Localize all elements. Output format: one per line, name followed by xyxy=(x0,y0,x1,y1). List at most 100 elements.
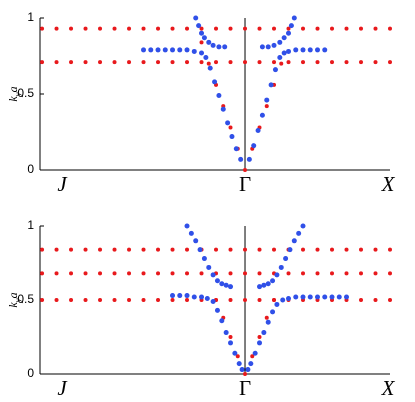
data-point xyxy=(274,272,280,278)
data-point xyxy=(272,298,277,302)
data-point xyxy=(54,247,59,252)
data-point xyxy=(156,247,161,252)
data-point xyxy=(212,79,218,85)
data-point xyxy=(177,47,183,53)
x-tick-label: J xyxy=(57,172,68,196)
x-tick-label: X xyxy=(381,172,396,196)
data-point xyxy=(223,330,229,336)
data-point xyxy=(228,284,234,290)
data-point xyxy=(274,301,280,307)
data-point xyxy=(322,294,328,300)
data-point xyxy=(223,282,229,288)
data-point xyxy=(259,112,265,118)
data-point xyxy=(112,60,117,65)
data-point xyxy=(83,298,88,302)
data-point xyxy=(199,40,204,45)
data-point xyxy=(204,296,210,302)
y-tick-label: 0 xyxy=(27,366,34,380)
x-tick-label: Γ xyxy=(239,172,251,196)
data-point xyxy=(185,271,190,276)
data-point xyxy=(141,47,147,53)
data-point xyxy=(330,271,335,276)
y-axis-label-part: a xyxy=(6,86,20,92)
data-point xyxy=(287,247,293,253)
data-point xyxy=(98,26,103,31)
x-tick-label: J xyxy=(57,376,68,400)
data-point xyxy=(162,47,168,53)
data-point xyxy=(270,278,276,284)
data-point xyxy=(329,294,335,300)
data-point xyxy=(156,26,161,31)
data-point xyxy=(222,44,228,50)
data-point xyxy=(40,247,45,252)
data-point xyxy=(225,120,231,126)
data-point xyxy=(315,271,320,276)
data-point xyxy=(248,361,254,367)
data-point xyxy=(219,281,225,287)
y-axis-label-part: a xyxy=(6,292,20,298)
data-point xyxy=(207,65,213,71)
y-tick-label: 0.5 xyxy=(17,86,34,100)
data-point xyxy=(265,281,271,287)
data-point xyxy=(300,294,306,300)
data-point xyxy=(277,39,283,45)
y-axis-label-part: y xyxy=(13,298,23,303)
data-point xyxy=(184,223,190,229)
y-axis-label-part: y xyxy=(13,92,23,97)
data-point xyxy=(301,60,306,65)
y-axis-label-part: k xyxy=(6,96,20,102)
data-point xyxy=(330,247,335,252)
data-point xyxy=(255,127,261,133)
data-point xyxy=(373,26,378,31)
data-point xyxy=(243,168,248,172)
data-point xyxy=(170,271,175,276)
data-point xyxy=(40,271,45,276)
data-point xyxy=(301,271,306,276)
data-point xyxy=(170,26,175,31)
data-point xyxy=(206,264,212,270)
data-point xyxy=(264,104,269,109)
data-point xyxy=(141,26,146,31)
data-point xyxy=(199,30,205,36)
data-point xyxy=(251,143,257,149)
data-point xyxy=(214,26,219,31)
data-point xyxy=(193,15,199,21)
data-point xyxy=(280,297,286,303)
data-point xyxy=(236,361,242,367)
data-point xyxy=(69,247,74,252)
data-point xyxy=(264,315,269,320)
data-point xyxy=(288,23,294,29)
data-point xyxy=(40,60,45,65)
data-point xyxy=(250,354,255,359)
data-point xyxy=(184,47,190,53)
data-point xyxy=(264,97,270,103)
data-point xyxy=(291,15,297,21)
data-point xyxy=(315,47,321,53)
data-point xyxy=(344,247,349,252)
data-point xyxy=(243,372,248,376)
data-point xyxy=(141,298,146,302)
data-point xyxy=(300,223,306,229)
data-point xyxy=(98,298,103,302)
data-point xyxy=(235,354,240,359)
data-point xyxy=(315,26,320,31)
data-point xyxy=(373,247,378,252)
data-point xyxy=(301,247,306,252)
data-point xyxy=(199,26,204,31)
data-point xyxy=(229,134,235,140)
data-point xyxy=(286,296,292,302)
data-point xyxy=(228,340,234,346)
data-point xyxy=(170,293,176,299)
data-point xyxy=(185,60,190,65)
data-point xyxy=(293,47,299,53)
data-point xyxy=(201,256,207,262)
data-point xyxy=(388,26,392,31)
data-point xyxy=(220,106,226,112)
data-point xyxy=(69,26,74,31)
data-point xyxy=(69,60,74,65)
data-point xyxy=(112,298,117,302)
data-point xyxy=(232,350,238,356)
data-point xyxy=(243,247,248,252)
y-axis-label: kya xyxy=(6,292,23,307)
data-point xyxy=(296,230,302,236)
